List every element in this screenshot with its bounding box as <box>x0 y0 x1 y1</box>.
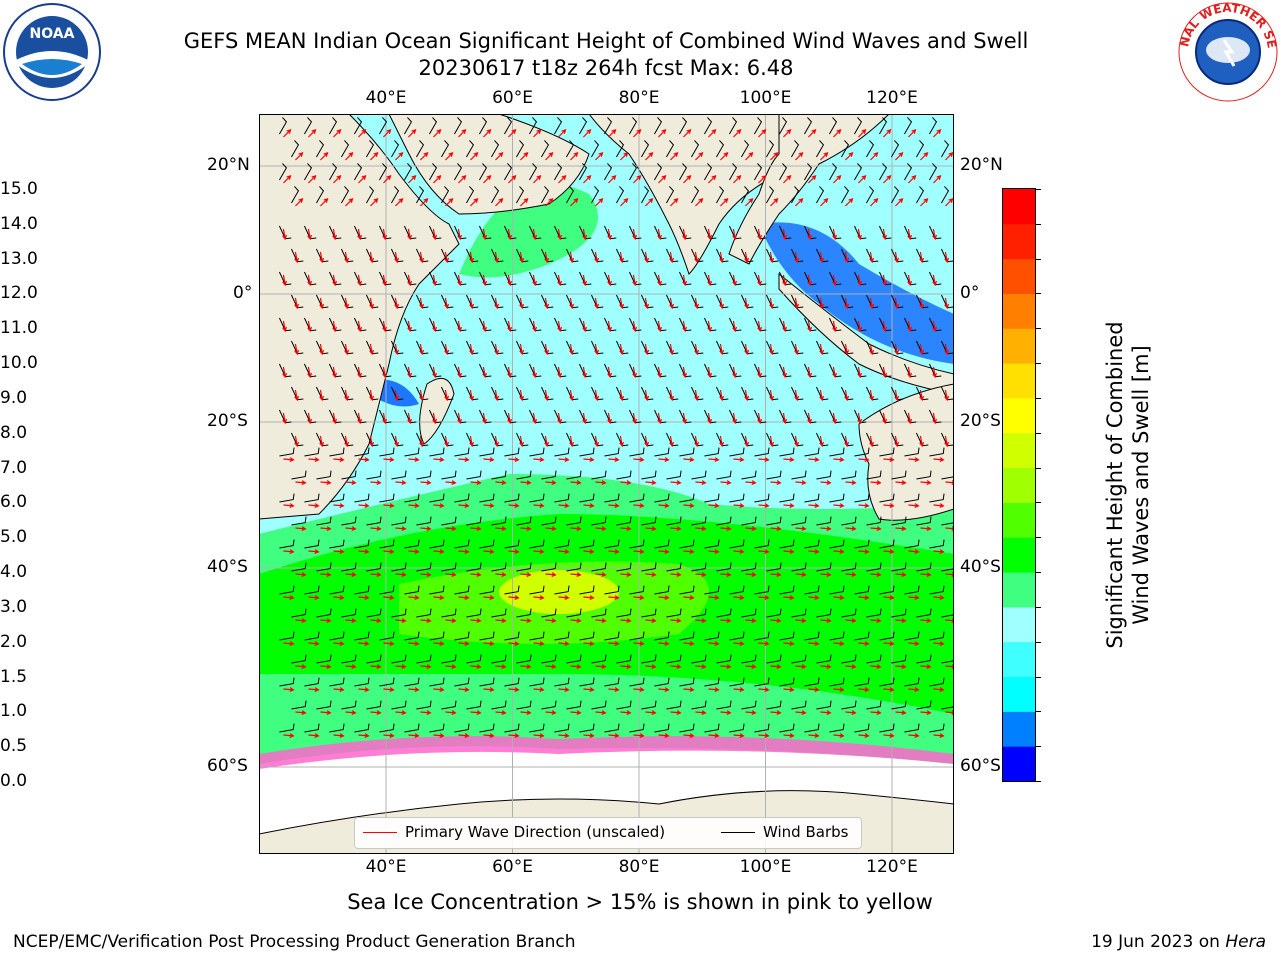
wave-height-map <box>259 114 954 854</box>
colorbar-swatch <box>1003 746 1035 781</box>
colorbar-tick-label: 14.0 <box>0 214 38 234</box>
lon-label-bottom: 60°E <box>473 857 553 877</box>
map-title: GEFS MEAN Indian Ocean Significant Heigh… <box>0 28 1212 55</box>
legend-wave-line <box>363 832 397 833</box>
legend-barb-label: Wind Barbs <box>763 823 848 841</box>
colorbar-tick-label: 3.0 <box>0 597 27 617</box>
colorbar-tick-mark <box>1035 363 1041 364</box>
colorbar-tick-label: 1.5 <box>0 667 27 687</box>
colorbar-tick-mark <box>1035 259 1041 260</box>
colorbar-tick-label: 0.0 <box>0 771 27 791</box>
lon-label-bottom: 40°E <box>346 857 426 877</box>
colorbar-swatch <box>1003 572 1035 607</box>
noaa-logo-text: NOAA <box>30 26 75 42</box>
colorbar-label-line1: Significant Height of Combined <box>1102 285 1128 685</box>
map-subtitle: 20230617 t18z 264h fcst Max: 6.48 <box>0 55 1212 82</box>
colorbar-tick-label: 11.0 <box>0 318 38 338</box>
footer-host: Hera <box>1225 932 1266 952</box>
colorbar-tick-mark <box>1035 642 1041 643</box>
colorbar-tick-label: 7.0 <box>0 458 27 478</box>
lon-label-bottom: 120°E <box>852 857 932 877</box>
footer-date-text: 19 Jun 2023 on <box>1091 932 1225 952</box>
colorbar-swatch <box>1003 677 1035 712</box>
colorbar-tick-mark <box>1035 433 1041 434</box>
colorbar-tick-mark <box>1035 502 1041 503</box>
lat-label-left: 20°N <box>207 155 250 175</box>
nws-logo: NATIONAL WEATHER SERVICE <box>1176 0 1280 104</box>
footer-date: 19 Jun 2023 on Hera <box>1091 932 1266 952</box>
colorbar-tick-mark <box>1035 746 1041 747</box>
lat-label-right: 40°S <box>960 557 1001 577</box>
colorbar-tick-mark <box>1035 398 1041 399</box>
colorbar-swatch <box>1003 398 1035 433</box>
legend-barb-line <box>721 832 755 833</box>
sea-ice-caption: Sea Ice Concentration > 15% is shown in … <box>0 890 1280 914</box>
colorbar-tick-mark <box>1035 607 1041 608</box>
colorbar-swatch <box>1003 363 1035 398</box>
colorbar-tick-label: 2.0 <box>0 632 27 652</box>
footer-credit: NCEP/EMC/Verification Post Processing Pr… <box>13 932 576 952</box>
colorbar-tick-label: 0.5 <box>0 736 27 756</box>
colorbar-swatch <box>1003 224 1035 259</box>
colorbar-tick-label: 12.0 <box>0 283 38 303</box>
colorbar-tick-mark <box>1035 224 1041 225</box>
colorbar-swatch <box>1003 259 1035 294</box>
lon-label-top: 60°E <box>473 88 553 108</box>
colorbar-swatch <box>1003 711 1035 746</box>
lat-label-left: 40°S <box>207 557 248 577</box>
lon-label-top: 100°E <box>726 88 806 108</box>
lat-label-left: 20°S <box>207 411 248 431</box>
lon-label-top: 80°E <box>599 88 679 108</box>
map-panel <box>259 114 954 854</box>
colorbar-tick-label: 8.0 <box>0 423 27 443</box>
lat-label-left: 60°S <box>207 756 248 776</box>
map-legend: Primary Wave Direction (unscaled) Wind B… <box>354 817 862 849</box>
colorbar-tick-label: 1.0 <box>0 701 27 721</box>
colorbar-tick-label: 9.0 <box>0 388 27 408</box>
lat-label-right: 0° <box>960 283 979 303</box>
colorbar-tick-mark <box>1035 677 1041 678</box>
colorbar-tick-mark <box>1035 711 1041 712</box>
colorbar-tick-mark <box>1035 572 1041 573</box>
colorbar-swatch <box>1003 607 1035 642</box>
lat-label-right: 20°S <box>960 411 1001 431</box>
lon-label-bottom: 80°E <box>599 857 679 877</box>
lat-label-right: 20°N <box>960 155 1003 175</box>
colorbar-swatch <box>1003 433 1035 468</box>
colorbar-swatch <box>1003 468 1035 503</box>
colorbar-tick-label: 13.0 <box>0 249 38 269</box>
colorbar-swatch <box>1003 537 1035 572</box>
lon-label-bottom: 100°E <box>726 857 806 877</box>
colorbar-tick-label: 6.0 <box>0 492 27 512</box>
colorbar-tick-mark <box>1035 328 1041 329</box>
colorbar-swatch <box>1003 502 1035 537</box>
colorbar-swatch <box>1003 189 1035 224</box>
colorbar-swatches <box>1003 189 1035 781</box>
colorbar-tick-label: 5.0 <box>0 527 27 547</box>
colorbar <box>1002 188 1036 782</box>
colorbar-label-line2: Wind Waves and Swell [m] <box>1128 285 1154 685</box>
colorbar-tick-mark <box>1035 781 1041 782</box>
lon-label-top: 120°E <box>852 88 932 108</box>
colorbar-swatch <box>1003 328 1035 363</box>
lon-label-top: 40°E <box>346 88 426 108</box>
lat-label-right: 60°S <box>960 756 1001 776</box>
colorbar-tick-label: 15.0 <box>0 179 38 199</box>
colorbar-tick-mark <box>1035 468 1041 469</box>
colorbar-tick-label: 4.0 <box>0 562 27 582</box>
colorbar-tick-label: 10.0 <box>0 353 38 373</box>
noaa-logo: NOAA <box>2 2 102 102</box>
colorbar-tick-mark <box>1035 537 1041 538</box>
colorbar-swatch <box>1003 293 1035 328</box>
colorbar-tick-mark <box>1035 189 1041 190</box>
colorbar-tick-mark <box>1035 293 1041 294</box>
legend-wave-label: Primary Wave Direction (unscaled) <box>405 823 665 841</box>
colorbar-label: Significant Height of Combined Wind Wave… <box>1102 285 1154 685</box>
lat-label-left: 0° <box>233 283 252 303</box>
colorbar-swatch <box>1003 642 1035 677</box>
